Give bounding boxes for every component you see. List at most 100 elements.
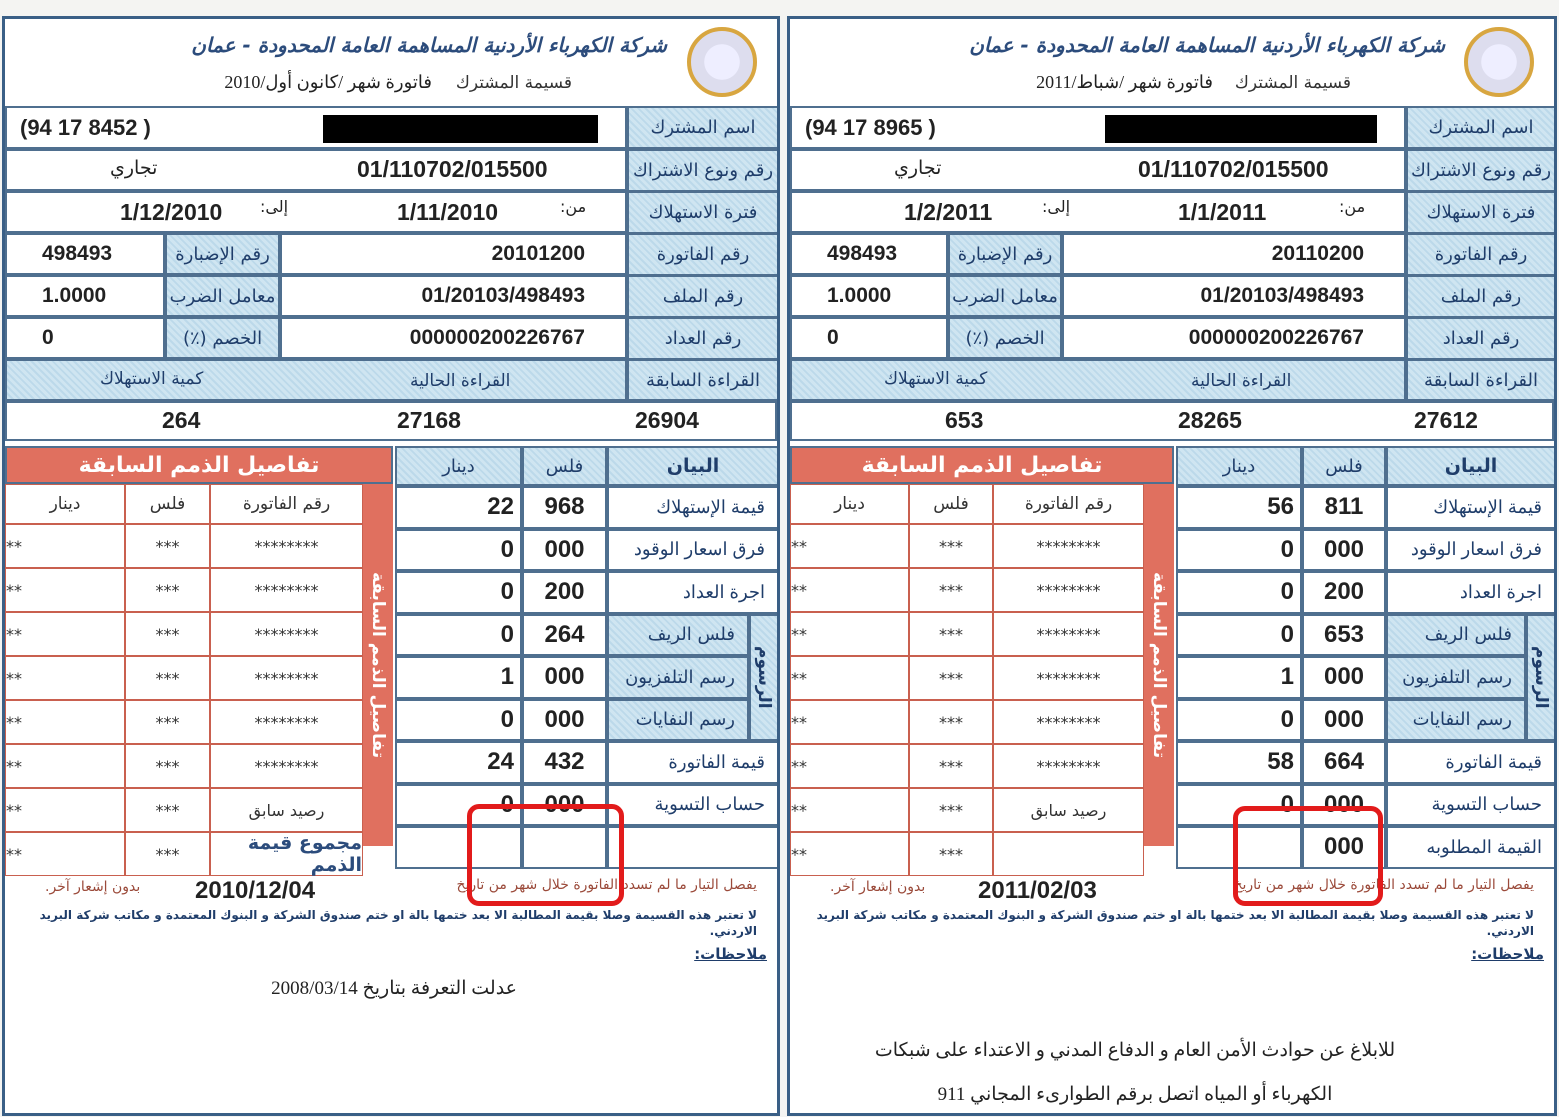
value-folder: 498493 [5, 233, 165, 275]
label-folder: رقم الإضبارة [165, 233, 280, 275]
bill-2: شركة الكهرباء الأردنية المساهمة العامة ا… [787, 16, 1557, 1116]
period-row [790, 191, 1406, 233]
subscription-number: 01/110702/015500 [1138, 156, 1329, 182]
dues-dinar: ** [5, 612, 125, 656]
dues-fils: *** [125, 568, 210, 612]
charges-header-dinar: دينار [1176, 446, 1302, 486]
label-subscription: رقم ونوع الاشتراك [1406, 149, 1554, 192]
charge-dinar: 58 [1176, 741, 1302, 784]
remark-text: عدلت التعرفة بتاريخ 2008/03/14 [271, 978, 517, 999]
dues-dinar: ** [790, 788, 909, 832]
charge-label: حساب التسوية [607, 783, 777, 826]
charge-dinar: 0 [1176, 613, 1302, 656]
charge-fils: 000 [1302, 698, 1386, 741]
readings-header [5, 359, 627, 401]
dues-side-label: تفاصيل الذمم السابقة [1144, 484, 1174, 846]
charge-dinar: 0 [395, 613, 522, 656]
value-cur-reading: 28265 [1178, 407, 1242, 433]
dues-title: تفاصيل الذمم السابقة [790, 446, 1174, 484]
dues-invoice: ******** [210, 744, 363, 788]
period-to: 1/2/2011 [904, 199, 993, 225]
charge-dinar [395, 826, 522, 869]
dues-dinar: ** [5, 832, 125, 876]
value-multiplier: 1.0000 [5, 275, 165, 317]
dues-invoice [993, 832, 1144, 876]
no-notice-note: بدون إشعار آخر. [45, 879, 141, 895]
dues-invoice: مجموع قيمة الذمم [210, 832, 363, 876]
value-meter: 000000200226767 [1062, 317, 1406, 359]
remarks-label: ملاحظات: [1471, 945, 1544, 963]
charge-fils: 000 [1302, 656, 1386, 699]
dues-dinar: ** [790, 524, 909, 568]
dues-fils: *** [125, 744, 210, 788]
subscription-type: تجاري [110, 157, 158, 179]
dues-invoice: ******** [210, 656, 363, 700]
dues-dinar: ** [5, 524, 125, 568]
charge-dinar: 0 [1176, 528, 1302, 571]
dues-dinar: ** [5, 656, 125, 700]
value-invoice: 20101200 [280, 233, 627, 275]
period-from: 1/11/2010 [397, 199, 499, 225]
dues-col-invoice: رقم الفاتورة [210, 484, 363, 524]
dues-dinar: ** [790, 656, 909, 700]
charge-label: رسم التلفزيون [1386, 656, 1526, 699]
dues-col-dinar: دينار [5, 484, 125, 524]
dues-invoice: رصيد سابق [210, 788, 363, 832]
dues-fils: *** [909, 832, 993, 876]
value-consumption: 264 [162, 407, 201, 433]
disconnect-note: يفصل التيار ما لم تسدد الفاتورة خلال شهر… [1233, 877, 1534, 893]
to-label: إلى: [260, 197, 289, 216]
value-multiplier: 1.0000 [790, 275, 948, 317]
readings-values [790, 401, 1554, 441]
charge-dinar: 56 [1176, 486, 1302, 529]
charge-label: قيمة الفاتورة [607, 741, 777, 784]
charge-dinar: 0 [1176, 571, 1302, 614]
subscription-row [5, 149, 627, 191]
charge-dinar: 0 [395, 528, 522, 571]
dues-dinar: ** [790, 612, 909, 656]
label-discount: الخصم (٪) [948, 317, 1062, 359]
dues-fils: *** [125, 656, 210, 700]
charge-label: القيمة المطلوبه [1386, 826, 1554, 869]
label-subscription: رقم ونوع الاشتراك [627, 149, 777, 192]
remarks-label: ملاحظات: [694, 945, 767, 963]
value-discount: 0 [5, 317, 165, 359]
label-meter: رقم العداد [627, 317, 777, 360]
dues-col-invoice: رقم الفاتورة [993, 484, 1144, 524]
label-file: رقم الملف [1406, 275, 1554, 318]
charge-dinar: 0 [395, 698, 522, 741]
charges-header-item: البيان [1386, 446, 1554, 486]
charge-label: فلس الريف [1386, 613, 1526, 656]
dues-fils: *** [125, 788, 210, 832]
company-name: شركة الكهرباء الأردنية المساهمة العامة ا… [969, 33, 1445, 57]
dues-dinar: ** [5, 568, 125, 612]
dues-invoice: ******** [210, 524, 363, 568]
charge-fils: 000 [522, 656, 607, 699]
due-date: 2010/12/04 [195, 877, 316, 904]
dues-dinar: ** [790, 744, 909, 788]
label-discount: الخصم (٪) [165, 317, 280, 359]
receipt-title: قسيمة المشترك [455, 73, 572, 93]
from-label: من: [1339, 197, 1366, 216]
charge-label: فرق اسعار الوقود [607, 528, 777, 571]
charge-fils: 811 [1302, 486, 1386, 529]
fees-group-label: الرسوم [1526, 613, 1554, 741]
period-to: 1/12/2010 [120, 199, 223, 225]
due-date: 2011/02/03 [978, 877, 1097, 904]
dues-invoice: ******** [993, 524, 1144, 568]
charge-fils: 000 [522, 528, 607, 571]
phone-number: (94 17 8452 ) [20, 115, 151, 140]
value-prev-reading: 27612 [1414, 407, 1478, 433]
dues-dinar: ** [5, 700, 125, 744]
label-period: فترة الاستهلاك [1406, 191, 1554, 234]
receipt-note: لا تعتبر هذه القسيمة وصلا بقيمة المطالبة… [39, 908, 757, 938]
charge-label: قيمة الفاتورة [1386, 741, 1554, 784]
charge-label: فرق اسعار الوقود [1386, 528, 1554, 571]
charge-fils: 653 [1302, 613, 1386, 656]
charge-fils: 200 [522, 571, 607, 614]
dues-invoice: ******** [210, 612, 363, 656]
dues-dinar: ** [5, 744, 125, 788]
charge-fils: 664 [1302, 741, 1386, 784]
bill-1: شركة الكهرباء الأردنية المساهمة العامة ا… [2, 16, 780, 1116]
charge-fils: 000 [1302, 826, 1386, 869]
